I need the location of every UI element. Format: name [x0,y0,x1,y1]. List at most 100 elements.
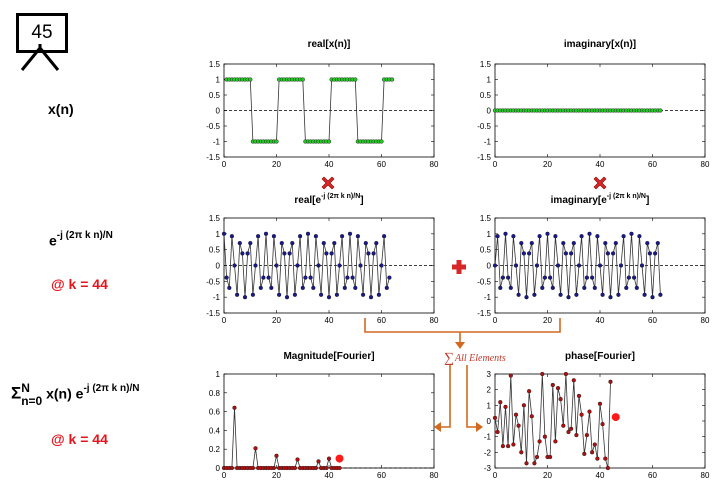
data-point [500,444,505,449]
data-point [326,139,332,144]
data-point [326,456,332,461]
data-point [550,285,555,290]
x-tick-label: 0 [222,316,227,325]
data-point [519,241,524,246]
data-point [245,251,250,256]
data-point [542,275,547,280]
data-point [658,292,663,297]
data-point [277,292,282,297]
exponential-power: -j (2π k n)/N [56,230,113,241]
data-point [600,292,605,297]
y-tick-label: 3 [487,370,492,379]
data-point [232,263,237,268]
multiply-icon [321,176,335,190]
data-point [308,275,313,280]
data-point [605,251,610,256]
x-tick-label: 0 [493,471,498,480]
data-point [597,263,603,268]
data-point [361,292,366,297]
data-point [579,234,584,239]
data-point [555,263,561,268]
data-point [250,465,255,471]
data-point [618,263,624,268]
y-tick-label: 0.5 [480,91,492,100]
x-tick-label: 80 [430,316,439,325]
data-point [316,263,321,268]
data-point [511,234,516,239]
y-tick-label: -1.5 [477,309,491,318]
y-tick-label: 0 [216,107,221,116]
data-point [263,231,269,236]
data-point [658,108,663,113]
data-point [521,403,526,408]
x-tick-label: 20 [543,160,552,169]
axes-frame [223,373,435,469]
chart-title: imaginary[x(n)] [564,39,636,50]
data-point [363,241,368,246]
data-point [229,465,234,471]
x-tick-label: 20 [543,316,552,325]
data-point [271,234,276,239]
data-point [292,465,297,471]
data-point [506,444,511,449]
x-tick-label: 40 [596,316,605,325]
data-point [534,263,540,268]
data-point [224,275,229,280]
data-point [587,409,592,414]
data-point [374,241,379,246]
data-point [240,251,245,256]
y-tick-label: -2 [484,448,492,457]
data-point [295,457,300,462]
data-point [652,251,658,256]
data-point [313,465,318,471]
data-point [576,263,582,268]
data-point [274,453,279,458]
sum-annotation-symbol: ∑ [444,351,454,366]
data-point [603,241,608,246]
y-tick-label: 1.5 [209,60,221,69]
data-point [366,251,371,256]
data-point [645,241,650,246]
data-point [650,295,655,300]
data-point [498,285,503,290]
data-point [329,251,334,256]
data-point [350,275,355,280]
data-point [334,292,339,297]
x-tick-label: 60 [648,316,657,325]
data-point [589,275,595,280]
sum-flow-arrows [364,318,561,432]
chart-title: imaginary[e-j (2π k n)/N] [551,193,650,206]
data-point [563,251,568,256]
data-point [495,234,500,239]
data-point [237,241,242,246]
data-point [540,371,545,377]
data-point [353,285,358,290]
chart-title-base: imaginary[e [551,195,608,206]
data-point [519,450,524,455]
data-point [324,251,329,256]
data-point [253,263,258,268]
data-point [358,263,363,268]
sum-symbol: Σ [11,383,22,403]
data-point [274,139,279,144]
x-tick-label: 20 [272,316,281,325]
data-point [600,422,605,427]
y-tick-label: -1 [484,293,492,302]
data-point [324,465,329,471]
data-point [524,295,529,300]
y-tick-label: 1.5 [480,214,492,223]
data-point [290,241,295,246]
presentation-stand-icon [20,44,60,71]
data-point [242,295,248,300]
data-point [624,285,629,290]
chart-title: real[e-j (2π k n)/N] [294,193,363,206]
x-tick-label: 20 [543,471,552,480]
y-tick-label: 0 [487,417,492,426]
chart-title: real[x(n)] [308,39,351,50]
data-point [269,285,274,290]
data-point [506,275,511,280]
data-point [592,442,597,447]
data-point [629,231,634,236]
y-tick-label: 0 [487,107,492,116]
data-point [235,292,240,297]
